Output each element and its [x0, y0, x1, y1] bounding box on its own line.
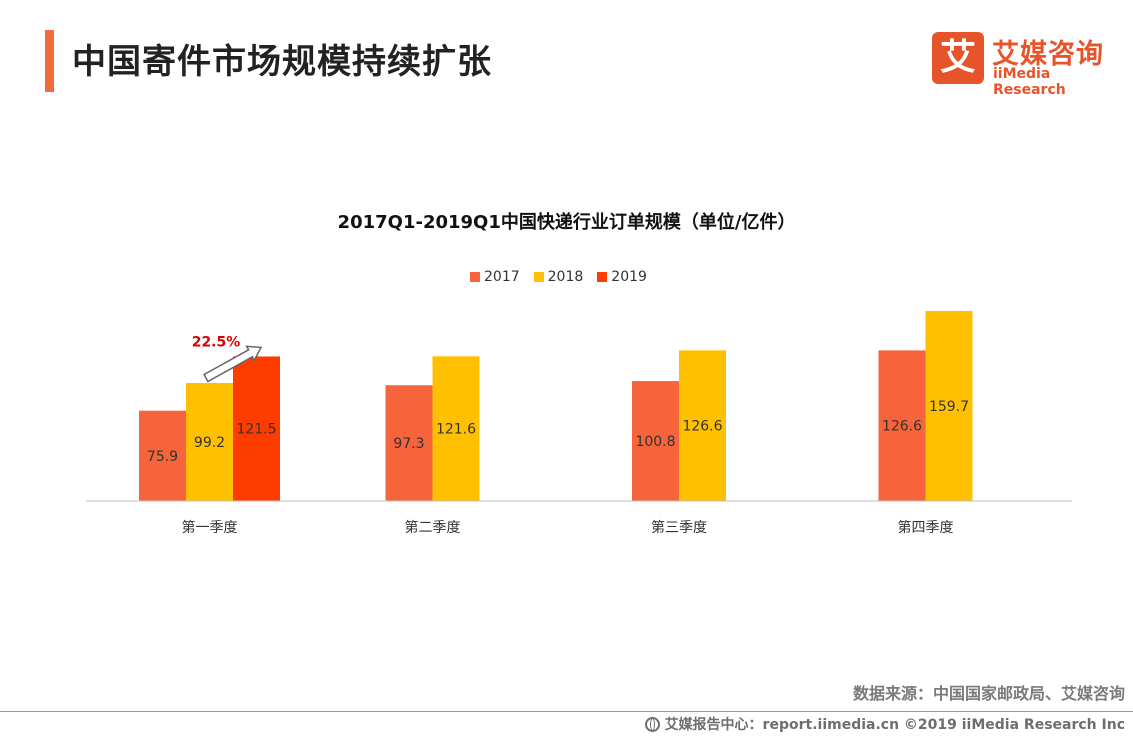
legend-label-2019: 2019: [611, 269, 647, 285]
growth-arrow-icon: [203, 345, 263, 383]
bar-2018-q1: [186, 382, 233, 501]
bar-2017-q1: [139, 410, 186, 501]
data-source: 数据来源：中国国家邮政局、艾媒咨询: [852, 684, 1125, 703]
footer-divider: [0, 711, 1133, 712]
data-label-2018-q2: 121.6: [436, 422, 476, 438]
footer-text: 艾媒报告中心：report.iimedia.cn ©2019 iiMedia R…: [664, 717, 1125, 733]
title-accent-bar: [45, 30, 54, 92]
footer: 艾媒报告中心：report.iimedia.cn ©2019 iiMedia R…: [644, 714, 1125, 734]
logo-glyph-icon: 艾: [932, 32, 984, 84]
bar-2018-q2: [432, 356, 480, 501]
x-tick-label-q2: 第二季度: [405, 519, 461, 536]
data-label-2017-q4: 126.6: [882, 419, 922, 435]
x-tick-label-q3: 第三季度: [651, 519, 707, 536]
bar-2017-q3: [632, 381, 679, 501]
legend-item-2018: 2018: [533, 269, 584, 285]
data-label-2019-q1: 121.5: [236, 422, 276, 438]
growth-annotation: 22.5%: [192, 334, 241, 350]
legend-item-2019: 2019: [597, 269, 647, 285]
page-title: 中国寄件市场规模持续扩张: [72, 42, 492, 82]
logo-name-en: iiMedia Research: [993, 66, 1066, 98]
x-tick-label-q4: 第四季度: [898, 519, 954, 536]
bar-2017-q4: [878, 350, 926, 501]
logo-name-cn: 艾媒咨询: [992, 39, 1104, 70]
legend-swatch-2018: [533, 272, 544, 282]
legend-item-2017: 2017: [470, 269, 520, 285]
x-tick-label-q1: 第一季度: [182, 519, 238, 536]
data-label-2017-q2: 97.3: [393, 436, 424, 452]
data-label-2017-q3: 100.8: [635, 434, 675, 450]
bar-2018-q4: [925, 311, 973, 501]
globe-icon: [644, 716, 660, 732]
data-label-2018-q1: 99.2: [194, 435, 225, 451]
data-label-2018-q4: 159.7: [929, 399, 969, 415]
bar-2019-q1: [233, 356, 280, 501]
legend-swatch-2019: [597, 272, 608, 282]
legend-label-2017: 2017: [484, 269, 520, 285]
legend-swatch-2017: [470, 272, 480, 282]
data-label-2018-q3: 126.6: [682, 419, 722, 435]
chart-legend: 2017 2018 2019: [470, 269, 661, 285]
bar-2018-q3: [679, 350, 726, 501]
chart-title: 2017Q1-2019Q1中国快递行业订单规模（单位/亿件）: [337, 212, 796, 233]
legend-label-2018: 2018: [547, 269, 584, 285]
data-label-2017-q1: 75.9: [147, 449, 178, 465]
bar-2017-q2: [385, 385, 433, 501]
brand-logo: 艾 艾媒咨询 iiMedia Research: [932, 32, 1122, 98]
